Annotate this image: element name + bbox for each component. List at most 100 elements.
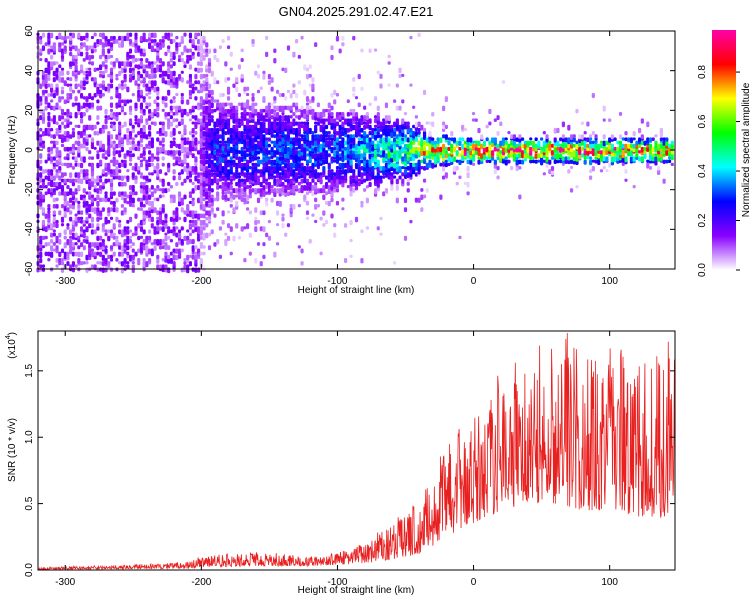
spectrogram-cell <box>556 140 560 145</box>
spectrogram-cell <box>60 58 65 62</box>
spectrogram-cell <box>58 181 62 188</box>
spectrogram-cell <box>47 73 51 78</box>
spectrogram-cell <box>107 146 111 152</box>
spectrogram-cell <box>270 115 274 120</box>
spectrogram-cell <box>338 48 342 54</box>
spectrogram-cell <box>186 264 190 269</box>
spectrogram-cell <box>352 77 356 82</box>
spectrogram-cell <box>461 156 465 162</box>
spectrogram-cell <box>128 184 133 191</box>
spectrogram-cell <box>186 99 190 105</box>
spectrogram-cell <box>66 108 70 115</box>
spectrogram-cell <box>450 156 454 163</box>
chart-title: GN04.2025.291.02.47.E21 <box>279 4 434 19</box>
spectrogram-cell <box>540 137 544 141</box>
spectrogram-cell <box>286 115 291 120</box>
spectrogram-cell <box>109 159 114 164</box>
spectrogram-cell <box>199 143 203 149</box>
spectrogram-cell <box>246 140 250 147</box>
spectrogram-cell <box>93 42 97 49</box>
spectrogram-cell <box>191 121 195 125</box>
spectrogram-cell <box>156 131 160 135</box>
spectrogram-cell <box>281 67 285 72</box>
spectrogram-cell <box>363 121 367 125</box>
spectrogram-cell <box>248 175 252 180</box>
spectrogram-cell <box>477 159 481 165</box>
spectrogram-cell <box>371 127 375 133</box>
spectrogram-cell <box>344 175 348 182</box>
spectrogram-cell <box>218 112 222 116</box>
spectrogram-cell <box>218 115 222 121</box>
spectrogram-cell <box>145 188 149 194</box>
spectrogram-cell <box>104 118 108 125</box>
spectrogram-cell <box>175 248 179 254</box>
spectrogram-cell <box>104 108 108 115</box>
spectrogram-cell <box>254 156 258 161</box>
spectrogram-cell <box>104 64 108 70</box>
spectrogram-cell <box>330 140 334 146</box>
spectrogram-cell <box>128 73 133 78</box>
spectrogram-cell <box>88 207 92 213</box>
spectrogram-cell <box>85 219 89 224</box>
spectrogram-cell <box>66 178 70 183</box>
spectrogram-cell <box>360 159 364 164</box>
spectrogram-cell <box>354 121 359 125</box>
spectrogram-cell <box>150 216 154 223</box>
spectrogram-cell <box>569 159 574 164</box>
spectrogram-cell <box>115 39 119 44</box>
spectrogram-cell <box>131 165 135 171</box>
spectrogram-cell <box>161 77 165 83</box>
spectrogram-cell <box>205 159 209 165</box>
spectrogram-cell <box>153 39 157 43</box>
spectrogram-cell <box>104 35 108 41</box>
spectrogram-cell <box>156 86 160 92</box>
spectrogram-cell <box>273 48 277 53</box>
spectrogram-cell <box>180 77 184 83</box>
spectrogram-cell <box>608 143 612 150</box>
spectrogram-cell <box>376 134 380 139</box>
spectrogram-cell <box>330 112 334 117</box>
spectrogram-cell <box>311 96 315 101</box>
spectrogram-cell <box>82 169 86 173</box>
spectrogram-cell <box>324 118 329 122</box>
spectrogram-cell <box>262 184 266 191</box>
spectrogram-cell <box>526 140 530 147</box>
spectrogram-cell <box>180 112 184 118</box>
spectrogram-cell <box>442 165 446 172</box>
spectrogram-cell <box>458 153 462 158</box>
spectrogram-cell <box>131 261 135 265</box>
spectrogram-cell <box>207 184 212 190</box>
spectrogram-cell <box>148 86 152 92</box>
spectrogram-cell <box>79 42 84 46</box>
spectrogram-cell <box>150 67 154 73</box>
spectrogram-cell <box>167 235 171 240</box>
spectrogram-cell <box>60 248 65 254</box>
spectrogram-cell <box>107 86 111 92</box>
spectrogram-cell <box>224 77 228 83</box>
spectrogram-cell <box>74 61 78 65</box>
spectrogram-cell <box>77 204 81 209</box>
spectrogram-cell <box>624 169 628 174</box>
spectrogram-cell <box>52 204 56 209</box>
spectrogram-cell <box>66 251 70 257</box>
spectrogram-cell <box>172 105 176 110</box>
spectrogram-cell <box>104 248 108 254</box>
spectrogram-cell <box>409 83 413 87</box>
spectrogram-cell <box>586 150 590 156</box>
spectrogram-cell <box>44 213 48 219</box>
spectrogram-cell <box>139 188 144 194</box>
spectrogram-cell <box>373 48 378 52</box>
spectrogram-cell <box>248 210 252 215</box>
spectrogram-cell <box>96 86 100 93</box>
spectrogram-cell <box>90 242 95 247</box>
spectrogram-cell <box>104 124 108 130</box>
spectrogram-cell <box>134 178 138 184</box>
spectrogram-cell <box>82 204 86 208</box>
spectrogram-cell <box>63 162 67 167</box>
spectrogram-cell <box>346 159 350 166</box>
spectrogram-cell <box>99 92 103 99</box>
spectrogram-cell <box>158 245 163 250</box>
spectrogram-cell <box>199 175 203 181</box>
x-tick-label: -200 <box>191 577 211 588</box>
spectrogram-cell <box>398 150 402 156</box>
